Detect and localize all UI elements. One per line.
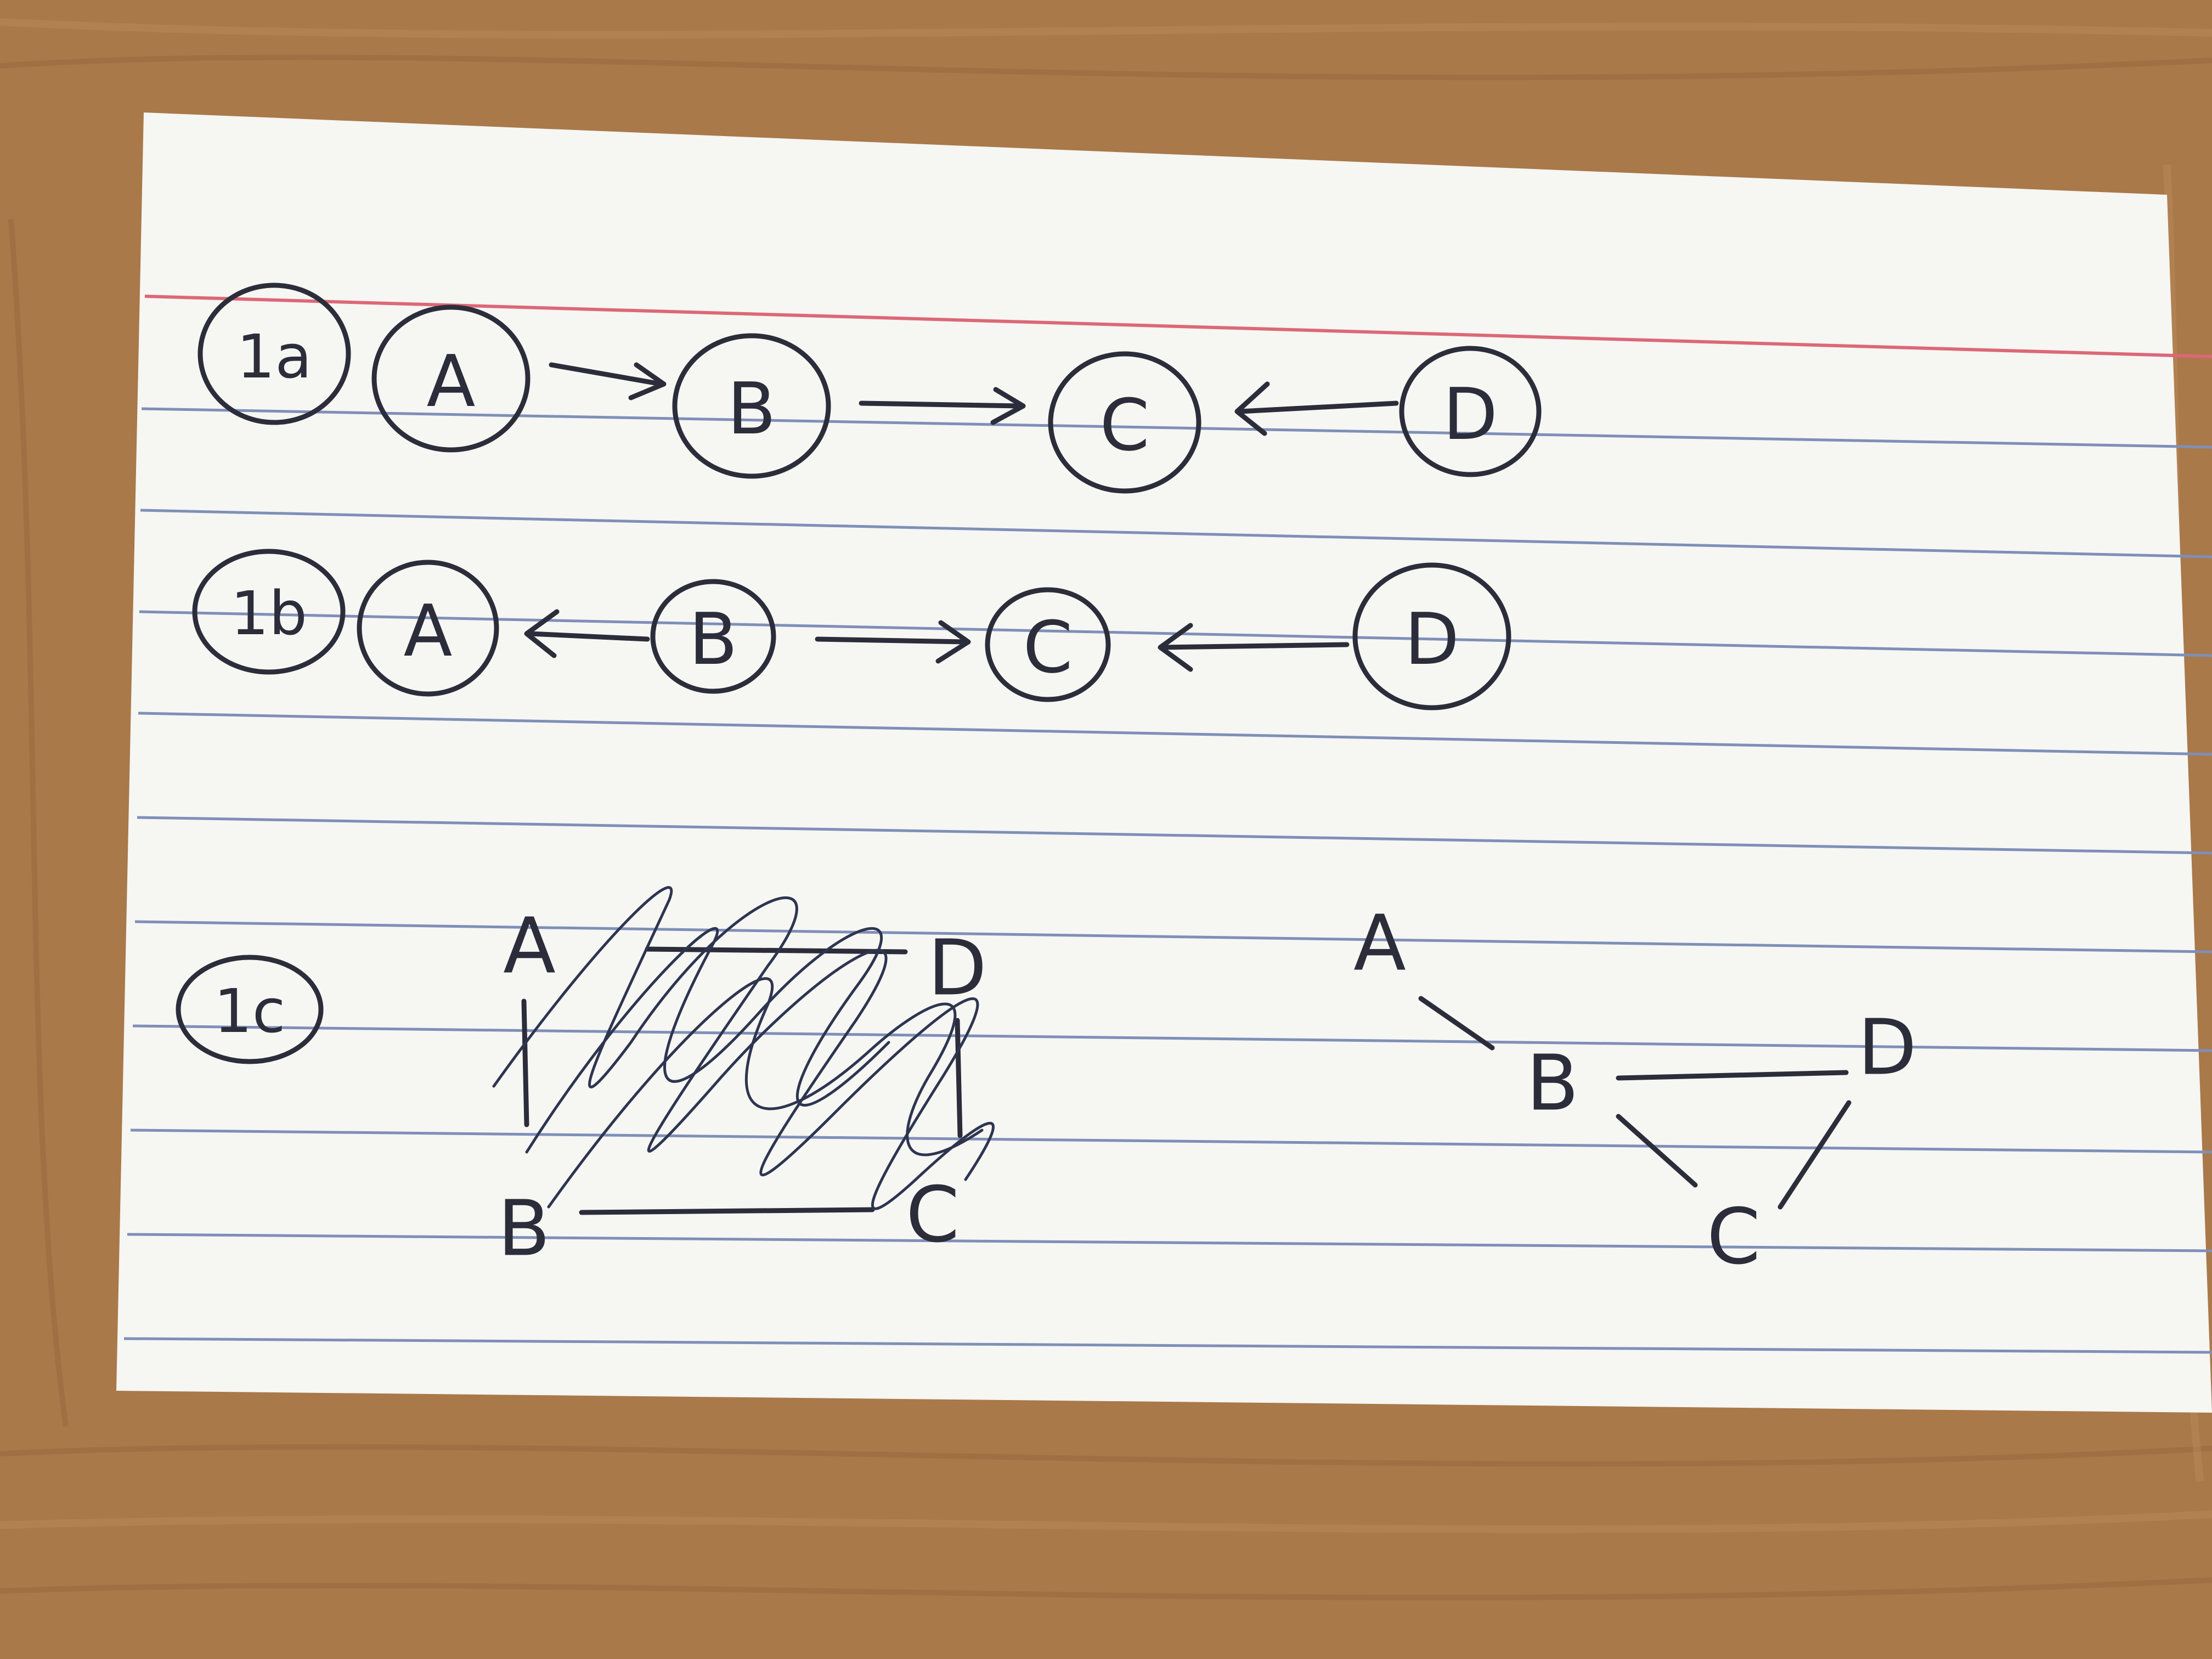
crossed-node-b: B <box>498 1184 550 1274</box>
graph-edge-c-d <box>1778 1100 1852 1210</box>
node-1a-d-circle <box>1399 346 1542 477</box>
row-label-1c: 1c <box>214 976 285 1046</box>
graph-edge-b-d <box>1616 1070 1849 1081</box>
node-1a-a: A <box>427 340 476 423</box>
graph-edge-a-b <box>1418 996 1495 1051</box>
graph-node-b: B <box>1526 1039 1579 1128</box>
row-label-circle-1b <box>192 549 346 675</box>
node-1b-a-circle <box>357 560 499 697</box>
node-1a-c-circle <box>1048 351 1201 494</box>
node-1b-c-circle <box>985 587 1111 702</box>
node-1b-b: B <box>689 597 737 681</box>
node-1b-c: C <box>1023 606 1073 689</box>
graph-node-d: D <box>1858 1003 1917 1093</box>
node-1b-b-circle <box>650 579 776 694</box>
node-1a-b: B <box>727 367 776 450</box>
node-1a-d: D <box>1443 373 1498 456</box>
diagram-1b: 1b A B C D <box>192 549 1511 710</box>
diagram-1c: 1c A D B C A B D C <box>176 886 1917 1282</box>
node-1b-a: A <box>404 589 453 673</box>
row-label-circle-1a <box>198 283 351 425</box>
diagram-1a: 1a A B C D <box>198 283 1542 494</box>
crossed-out-graph: A D B C <box>492 886 995 1274</box>
row-label-1a: 1a <box>236 321 312 392</box>
crossed-node-a: A <box>503 902 556 991</box>
edge-1b-b-c <box>815 620 971 664</box>
node-1a-c: C <box>1100 383 1150 467</box>
red-margin-line <box>144 295 2212 358</box>
node-1b-d: D <box>1404 597 1459 681</box>
row-label-1b: 1b <box>230 578 307 648</box>
graph-edge-b-c <box>1616 1114 1698 1188</box>
edge-1a-b-c <box>859 387 1026 425</box>
edge-1a-a-b <box>549 362 667 400</box>
edge-1a-d-c <box>1234 381 1399 436</box>
graph-node-c: C <box>1707 1193 1760 1282</box>
edge-1b-b-a <box>524 609 650 658</box>
edge-1b-d-c <box>1158 623 1350 672</box>
graph-node-a: A <box>1353 899 1406 989</box>
node-1a-a-circle <box>371 304 531 453</box>
row-label-circle-1c <box>176 955 324 1064</box>
crossed-node-c: C <box>906 1171 960 1260</box>
crossed-node-d: D <box>928 924 987 1013</box>
undirected-graph-1c: A B D C <box>1353 899 1917 1282</box>
node-1b-d-circle <box>1352 562 1511 710</box>
node-1a-b-circle <box>672 333 831 479</box>
